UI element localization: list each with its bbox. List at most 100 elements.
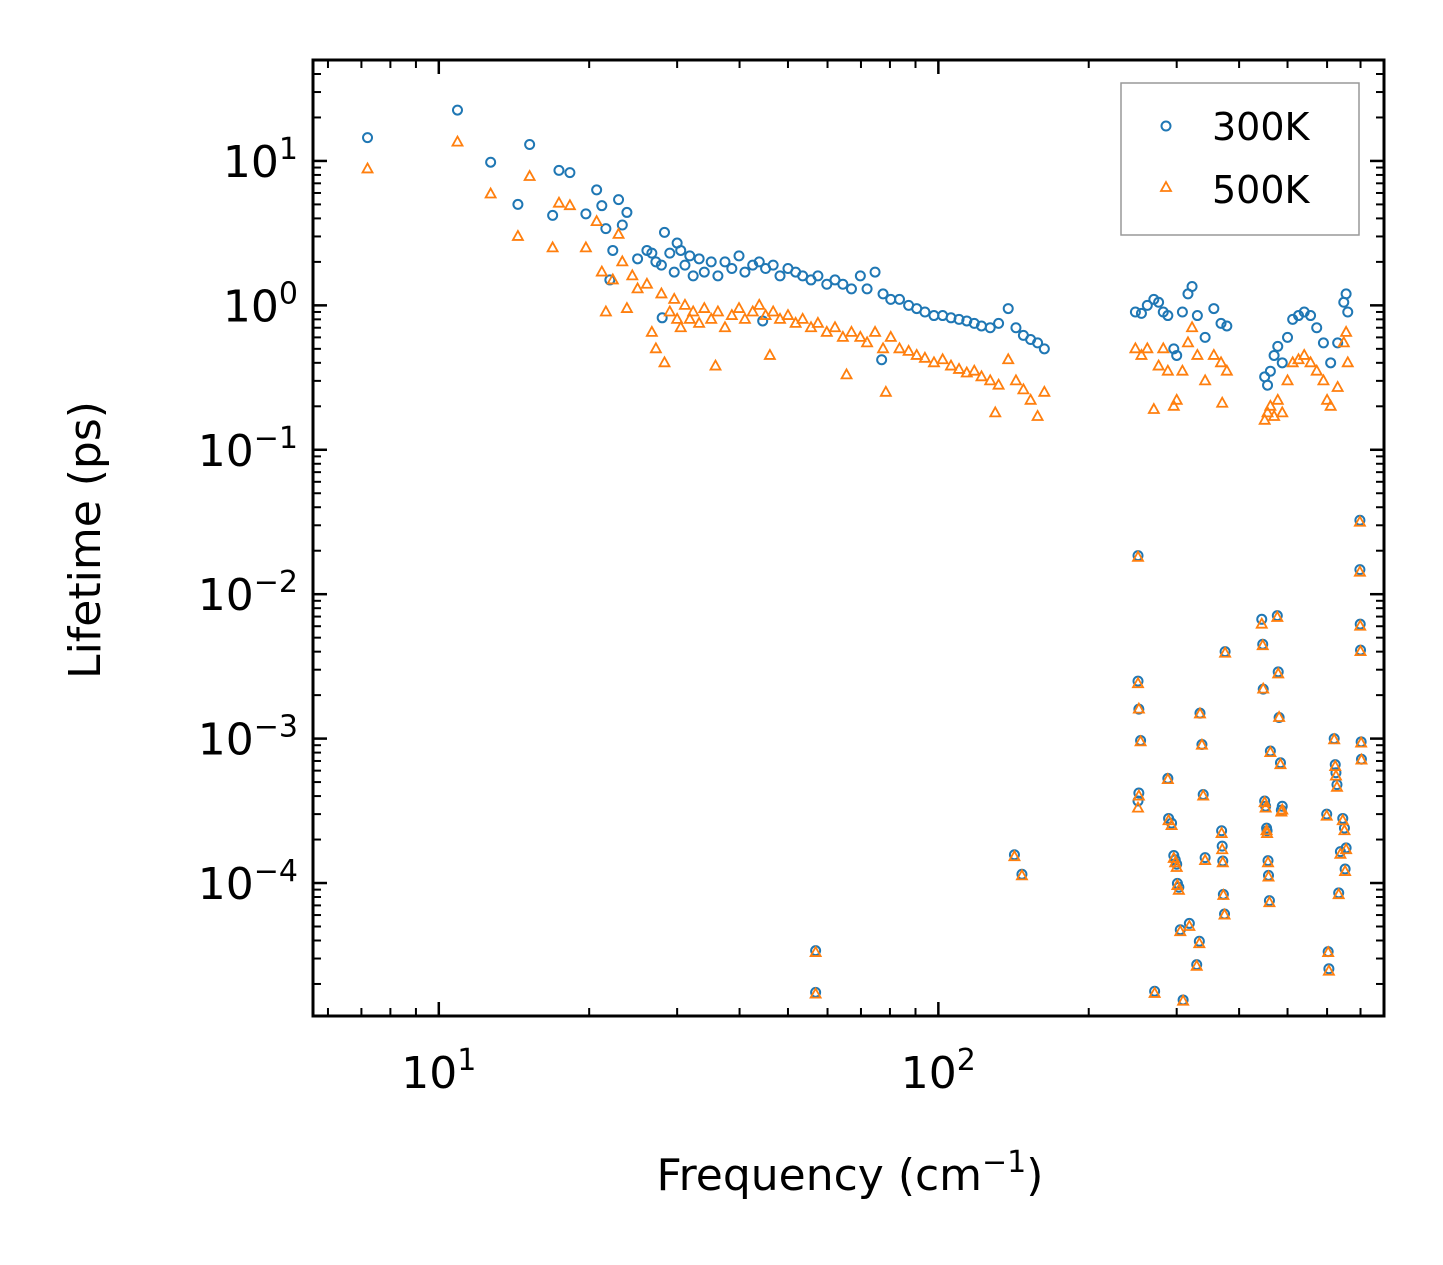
data-point-300K	[668, 266, 680, 278]
data-point-500K	[1332, 887, 1346, 900]
data-point-300K	[1010, 322, 1022, 334]
data-point-500K	[876, 341, 890, 354]
data-point-300K	[675, 244, 687, 256]
data-point-500K	[1354, 752, 1368, 765]
x-tick-base: 10	[401, 1048, 457, 1099]
data-point-300K	[613, 194, 625, 206]
data-point-300K	[993, 317, 1005, 329]
data-point-500K	[640, 276, 654, 289]
data-point-500K	[692, 316, 706, 328]
data-point-500K	[1327, 732, 1341, 745]
data-point-500K	[763, 348, 777, 360]
data-point-500K	[952, 362, 966, 374]
data-point-300K	[1330, 767, 1342, 779]
data-point-300K	[1176, 306, 1188, 318]
data-point-500K	[590, 214, 604, 227]
data-point-500K	[523, 169, 537, 181]
data-point-300K	[1215, 317, 1227, 329]
data-point-500K	[563, 198, 577, 211]
data-point-500K	[1173, 924, 1187, 937]
data-point-500K	[1181, 335, 1195, 348]
data-point-500K	[1131, 549, 1145, 562]
y-tick-label: 10−2	[198, 565, 298, 621]
data-point-300K	[600, 223, 612, 235]
data-point-500K	[1272, 710, 1286, 722]
data-point-500K	[1297, 348, 1311, 360]
x-tick-exp: 1	[457, 1043, 476, 1078]
data-point-300K	[1268, 349, 1280, 361]
plot-area-frame	[311, 58, 1386, 1018]
data-point-500K	[620, 301, 634, 313]
legend-box	[1120, 82, 1360, 236]
data-point-500K	[992, 377, 1006, 390]
data-point-300K	[774, 270, 786, 282]
data-point-500K	[1216, 888, 1230, 900]
data-point-300K	[1272, 340, 1284, 352]
data-point-500K	[936, 352, 950, 365]
data-point-500K	[1015, 868, 1029, 881]
data-point-500K	[1193, 706, 1207, 719]
data-point-300K	[1256, 613, 1268, 625]
data-point-300K	[919, 306, 931, 318]
data-point-500K	[844, 325, 858, 337]
data-point-500K	[1215, 826, 1229, 838]
y-tick-base: 10	[198, 426, 254, 477]
data-point-300K	[1325, 357, 1337, 369]
data-point-500K	[1337, 335, 1351, 348]
data-point-500K	[450, 134, 465, 147]
data-point-500K	[1324, 398, 1338, 411]
data-point-500K	[811, 316, 825, 328]
data-point-500K	[1339, 842, 1353, 855]
data-point-500K	[809, 945, 823, 957]
data-point-500K	[718, 320, 732, 333]
data-point-500K	[1175, 363, 1189, 376]
legend: 300K 500K	[1120, 82, 1360, 236]
y-tick-exp: 0	[279, 276, 298, 311]
data-point-500K	[1134, 348, 1148, 360]
data-point-500K	[983, 373, 997, 386]
data-point-500K	[1195, 737, 1209, 750]
data-point-500K	[612, 227, 626, 239]
data-point-500K	[738, 311, 752, 324]
data-point-500K	[1009, 373, 1023, 386]
data-point-500K	[1270, 610, 1284, 622]
data-point-300K	[837, 278, 849, 290]
data-point-500K	[1271, 392, 1285, 405]
data-point-500K	[766, 304, 780, 317]
data-point-500K	[1271, 666, 1285, 679]
data-point-500K	[1261, 405, 1275, 418]
data-point-300K	[1186, 281, 1198, 293]
data-point-500K	[860, 335, 874, 348]
data-point-500K	[697, 301, 711, 313]
y-tick-base: 10	[198, 859, 254, 910]
y-tick-label: 10−4	[198, 854, 298, 910]
data-point-500K	[1304, 355, 1318, 368]
data-point-300K	[1153, 296, 1165, 308]
x-tick-exp: 2	[957, 1043, 976, 1078]
data-point-300K	[632, 253, 644, 265]
points-layer	[360, 104, 1368, 1006]
data-point-500K	[1215, 842, 1229, 855]
data-point-300K	[1276, 800, 1288, 812]
data-point-300K	[1171, 349, 1183, 361]
data-point-300K	[1340, 288, 1352, 300]
data-point-500K	[484, 186, 498, 199]
data-point-500K	[1321, 945, 1335, 957]
data-point-500K	[1353, 564, 1367, 577]
data-point-300K	[524, 138, 536, 150]
data-point-500K	[1131, 676, 1145, 689]
y-tick-exp: −1	[254, 421, 298, 456]
data-point-500K	[552, 195, 566, 208]
legend-marker-500K	[1159, 180, 1173, 192]
data-point-500K	[1134, 734, 1148, 747]
y-tick-exp: −4	[254, 854, 298, 889]
data-point-500K	[1216, 855, 1230, 868]
data-point-500K	[1310, 363, 1324, 376]
data-point-500K	[1341, 355, 1355, 368]
data-point-500K	[686, 304, 700, 317]
data-point-500K	[1280, 373, 1295, 386]
x-tick-label: 102	[901, 1043, 976, 1099]
data-point-300K	[591, 184, 603, 196]
data-point-500K	[683, 311, 697, 324]
data-point-500K	[1176, 993, 1190, 1006]
